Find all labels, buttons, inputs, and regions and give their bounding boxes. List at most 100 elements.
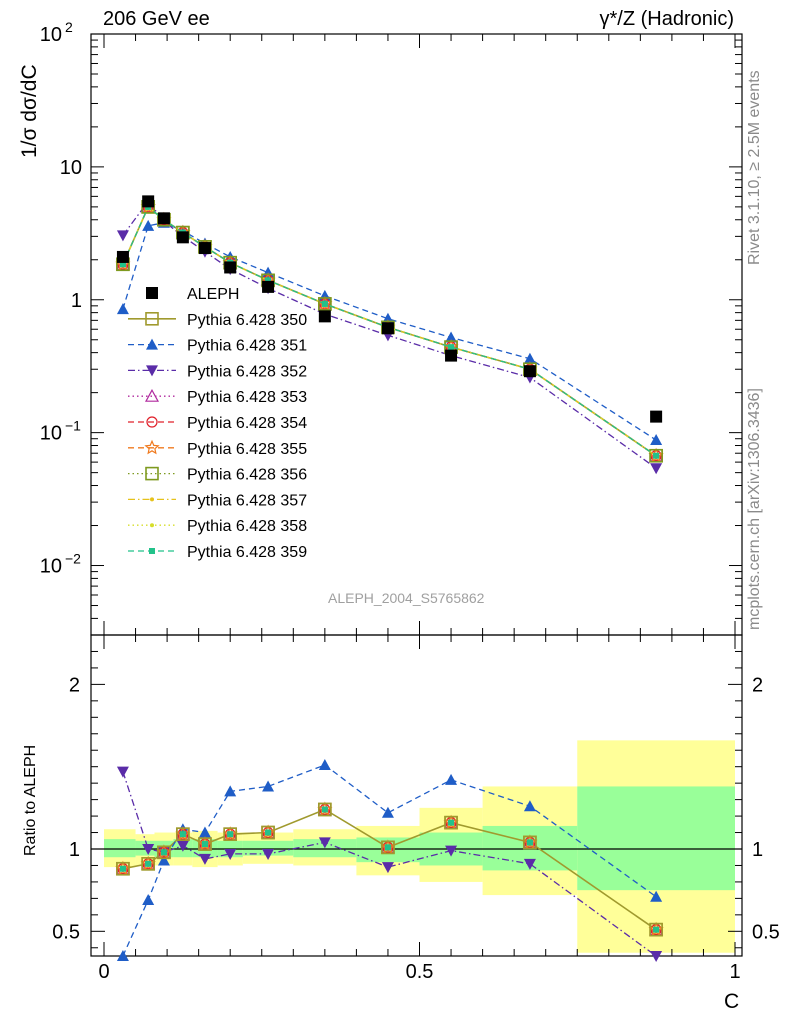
ratio-series-marker-2: [381, 862, 394, 874]
ratio-series-marker-2: [224, 848, 237, 860]
aleph-data-point: [523, 365, 536, 378]
legend-label-0: Pythia 6.428 350: [187, 312, 307, 329]
ratio-overlay-marker: [115, 860, 131, 876]
ratio-y-tick-label: 0.5: [52, 921, 80, 943]
ratio-overlay-marker: [145, 860, 152, 867]
series-marker-9: [448, 344, 455, 351]
ratio-series-marker-1: [157, 854, 170, 866]
series-marker-9: [321, 300, 328, 307]
ratio-series-marker-2: [523, 858, 536, 870]
ratio-overlay-marker: [119, 865, 126, 872]
ratio-overlay-marker: [223, 827, 237, 841]
ratio-overlay-marker: [175, 826, 191, 841]
series-marker-6: [649, 448, 663, 463]
ratio-overlay-marker: [265, 829, 272, 836]
ratio-series-marker-2: [142, 844, 155, 855]
main-y-tick-label: 10: [40, 423, 62, 445]
ratio-series-marker-1: [262, 780, 275, 792]
ratio-series-marker-2: [650, 951, 663, 962]
ratio-overlay-marker: [648, 921, 664, 937]
ratio-band-inner: [104, 839, 136, 858]
aleph-data-point: [142, 195, 155, 208]
main-y-tick-label: 10: [40, 556, 62, 578]
legend-label-1: Pythia 6.428 351: [187, 338, 307, 355]
ratio-series-marker-1: [523, 800, 536, 812]
ratio-series-marker-1: [318, 759, 331, 771]
ratio-overlay-marker: [176, 827, 190, 841]
aleph-data-point: [116, 250, 129, 263]
series-marker-9: [653, 452, 660, 459]
ratio-series-marker-2: [318, 837, 331, 849]
ratio-series-marker-1: [381, 806, 394, 818]
legend-label-4: Pythia 6.428 354: [187, 415, 307, 432]
series-marker-1: [523, 352, 536, 364]
x-axis-label: C: [724, 990, 740, 1013]
legend-marker-0: [145, 311, 159, 326]
legend-label-5: Pythia 6.428 355: [187, 441, 307, 458]
legend-marker-5: [144, 439, 160, 455]
ratio-overlay-marker: [222, 826, 238, 841]
ratio-series-line-2: [122, 771, 657, 957]
series-marker-2: [116, 230, 129, 242]
ratio-series-marker-1: [445, 773, 458, 785]
series-marker-9: [119, 261, 126, 268]
series-marker-5: [648, 447, 664, 463]
ratio-overlay-marker: [381, 840, 395, 855]
ratio-overlay-marker: [156, 844, 172, 859]
series-marker-1: [650, 434, 663, 446]
main-y-tick-exponent: 2: [65, 19, 73, 35]
legend-label-9: Pythia 6.428 359: [187, 544, 307, 561]
ratio-overlay-marker: [201, 841, 208, 848]
ratio-series-marker-1: [650, 890, 663, 902]
ratio-overlay-marker: [261, 825, 275, 840]
ratio-y-tick-label-right: 0.5: [752, 921, 780, 943]
ratio-overlay-marker: [227, 831, 234, 838]
legend-label-aleph: ALEPH: [187, 286, 239, 303]
ratio-overlay-marker: [653, 926, 660, 933]
legend-marker-aleph: [146, 287, 158, 299]
ratio-overlay-marker: [116, 861, 130, 876]
ratio-overlay-marker: [321, 806, 328, 813]
legend-marker-2: [146, 365, 158, 377]
ratio-series-marker-2: [445, 845, 458, 857]
plot-title-left: 206 GeV ee: [103, 8, 210, 30]
legend-marker-1: [146, 338, 158, 350]
ratio-overlay-marker: [448, 819, 455, 826]
aleph-data-point: [262, 280, 275, 293]
legend-label-7: Pythia 6.428 357: [187, 492, 307, 509]
ratio-overlay-marker: [179, 831, 186, 838]
ratio-overlay-marker: [160, 849, 167, 856]
aleph-data-point: [157, 212, 170, 225]
ratio-overlay-marker: [318, 802, 332, 817]
series-marker-2: [650, 463, 663, 475]
ratio-overlay-marker: [526, 839, 533, 846]
x-tick-label: 1: [729, 961, 740, 983]
series-marker-1: [116, 303, 129, 315]
series-marker-6: [318, 297, 332, 311]
ratio-overlay-marker: [141, 857, 155, 871]
mcplots-citation: mcplots.cern.ch [arXiv:1306.3436]: [746, 388, 763, 630]
ratio-series-marker-1: [224, 785, 237, 797]
ratio-overlay-marker: [317, 801, 333, 817]
legend-marker-9: [149, 548, 155, 554]
ratio-series-line-1: [122, 764, 657, 957]
ratio-y-tick-label-right: 2: [752, 674, 763, 696]
ratio-overlay-marker: [443, 814, 459, 830]
ratio-series-marker-2: [176, 840, 189, 852]
aleph-data-point: [198, 242, 211, 255]
plot-title-right: γ*/Z (Hadronic): [599, 8, 734, 30]
rivet-version-note: Rivet 3.1.10, ≥ 2.5M events: [746, 70, 763, 265]
ratio-series-marker-2: [116, 766, 129, 778]
ratio-overlay-marker: [197, 836, 213, 851]
x-tick-label: 0: [98, 961, 109, 983]
ratio-series-marker-2: [198, 853, 211, 865]
aleph-data-point: [381, 322, 394, 335]
legend-marker-3: [144, 388, 160, 402]
ratio-y-tick-label: 1: [69, 839, 80, 861]
ratio-overlay-marker: [444, 815, 458, 830]
legend-marker-4: [146, 416, 158, 428]
aleph-data-point: [176, 231, 189, 244]
series-marker-1: [142, 219, 155, 231]
main-y-tick-label: 10: [60, 157, 82, 179]
series-line-9: [122, 205, 657, 457]
